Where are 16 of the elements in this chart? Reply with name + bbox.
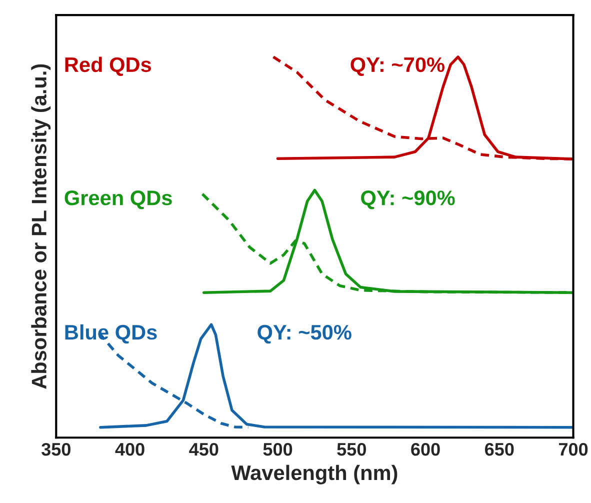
x-tick-label: 700	[558, 442, 588, 456]
annotation: QY: ~90%	[361, 190, 455, 210]
x-tick-label: 350	[42, 442, 70, 456]
x-tick-label: 500	[263, 442, 292, 456]
annotation: QY: ~50%	[258, 324, 352, 344]
x-tick-label: 650	[484, 442, 514, 456]
x-tick-label: 450	[189, 442, 218, 456]
text: Red QDs	[65, 56, 152, 76]
x-tick-label: 550	[337, 442, 366, 456]
y-axis-title: Absorbance or PL Intensity (a.u.)	[31, 64, 51, 389]
x-axis-title: Wavelength (nm)	[231, 464, 398, 484]
series-label: Blue QDs	[65, 324, 157, 344]
text: Green QDs	[64, 190, 172, 210]
x-tick-label: 600	[411, 442, 440, 456]
x-tick-label: 400	[115, 442, 144, 456]
annotation: QY: ~70%	[350, 57, 444, 76]
